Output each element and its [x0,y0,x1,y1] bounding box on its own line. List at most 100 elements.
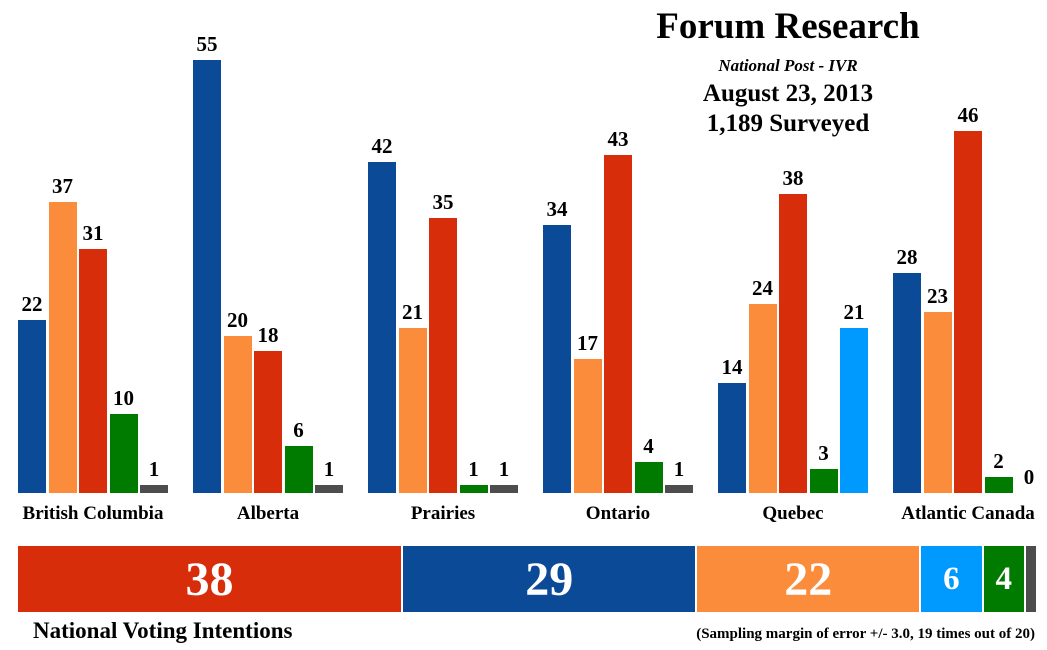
bar-green-british-columbia: 10 [109,386,138,493]
bar-ndp-quebec: 24 [748,276,777,493]
bar-rect-other [665,485,693,493]
bar-bloc-quebec: 21 [840,300,868,493]
bar-green-alberta: 6 [284,418,313,493]
bar-rect-liberal [954,131,982,493]
margin-of-error-note: (Sampling margin of error +/- 3.0, 19 ti… [696,626,1035,642]
bar-rect-green [109,414,138,493]
national-segment-liberal: 38 [18,546,402,612]
bar-liberal-prairies: 35 [429,190,457,493]
bar-value-label: 18 [257,323,279,347]
national-segment-value: 4 [995,560,1013,597]
bar-rect-liberal [779,194,807,493]
bar-liberal-british-columbia: 31 [79,221,107,493]
bar-value-label: 2 [993,449,1004,473]
national-segment-conservative: 29 [403,546,696,612]
region-label-ontario: Ontario [585,503,651,524]
bar-value-label: 3 [818,441,829,465]
national-segment-value: 29 [525,552,574,606]
bar-value-label: 55 [196,32,218,56]
bar-ndp-alberta: 20 [223,308,252,493]
bar-value-label: 20 [227,308,248,332]
bar-rect-other [490,485,518,493]
bar-green-prairies: 1 [459,457,488,493]
region-group-atlantic-canada: 28 23 46 2 0 Atlantic Canada [893,60,1043,525]
bar-value-label: 0 [1023,465,1035,489]
bar-rect-ndp [223,336,252,493]
bar-value-label: 1 [498,457,510,481]
bar-rect-ndp [573,359,602,493]
bar-rect-other [140,485,168,493]
bar-value-label: 42 [371,134,393,158]
bar-value-label: 31 [82,221,104,245]
bar-value-label: 22 [21,292,43,316]
region-label-atlantic-canada: Atlantic Canada [901,503,1035,524]
bar-value-label: 4 [643,434,654,458]
page-title: Forum Research [656,6,920,47]
bar-value-label: 1 [323,457,335,481]
bar-rect-ndp [48,202,77,493]
region-group-ontario: 34 17 43 4 1 Ontario [543,60,693,525]
bar-rect-green [634,462,663,493]
pollster-subtitle: National Post - IVR [718,55,858,75]
bar-rect-green [459,485,488,493]
bar-value-label: 1 [468,457,479,481]
bar-rect-ndp [398,328,427,493]
bar-rect-green [809,469,838,493]
region-label-british-columbia: British Columbia [22,503,164,524]
bar-value-label: 37 [52,174,73,198]
bar-value-label: 28 [896,245,918,269]
bar-rect-liberal [604,155,632,493]
bar-rect-conservative [893,273,921,493]
bar-rect-conservative [18,320,46,493]
region-group-quebec: 14 24 38 3 21 Quebec [718,60,868,525]
bar-liberal-alberta: 18 [254,323,282,493]
national-segment-other [1025,546,1036,612]
bar-value-label: 21 [402,300,423,324]
bar-rect-other [315,485,343,493]
bar-liberal-atlantic-canada: 46 [954,103,982,493]
sample-size: 1,189 Surveyed [706,109,870,137]
bars-alberta: 55 20 18 6 1 [193,32,343,493]
bar-green-quebec: 3 [809,441,838,493]
bar-rect-conservative [368,162,396,493]
national-segment-value: 38 [185,552,234,606]
bar-value-label: 17 [577,331,598,355]
regional-bar-chart: 22 37 31 10 1 British Columbia 55 20 18 6 1 Alberta… [18,32,1043,525]
region-group-british-columbia: 22 37 31 10 1 British Columbia [18,60,168,525]
bar-other-ontario: 1 [665,457,693,493]
bar-rect-conservative [193,60,221,493]
bar-rect-liberal [429,218,457,493]
national-segment-ndp: 22 [697,546,920,612]
bar-conservative-ontario: 34 [543,197,571,493]
bar-value-label: 21 [843,300,865,324]
bar-other-british-columbia: 1 [140,457,168,493]
region-label-quebec: Quebec [762,503,824,524]
national-segment-bloc: 6 [921,546,982,612]
region-group-prairies: 42 21 35 1 1 Prairies [368,60,518,525]
bar-green-atlantic-canada: 2 [984,449,1013,493]
region-label-alberta: Alberta [236,503,300,524]
bars-quebec: 14 24 38 3 21 [718,60,868,493]
bars-prairies: 42 21 35 1 1 [368,60,518,493]
bar-value-label: 10 [113,386,134,410]
national-voting-intentions-label: National Voting Intentions [33,618,293,643]
bar-value-label: 24 [752,276,773,300]
bar-value-label: 34 [546,197,568,221]
bar-ndp-ontario: 17 [573,331,602,493]
bar-conservative-alberta: 55 [193,32,221,493]
national-segment-green: 4 [983,546,1024,612]
bar-value-label: 6 [293,418,304,442]
bar-other-alberta: 1 [315,457,343,493]
bar-value-label: 14 [721,355,743,379]
bar-value-label: 1 [148,457,160,481]
region-group-alberta: 55 20 18 6 1 Alberta [193,32,343,525]
bar-liberal-ontario: 43 [604,127,632,493]
bar-rect-liberal [79,249,107,493]
bar-rect-ndp [748,304,777,493]
bar-value-label: 23 [927,284,948,308]
bar-ndp-atlantic-canada: 23 [923,284,952,493]
bar-conservative-british-columbia: 22 [18,292,46,493]
chart-header: Forum Research National Post - IVR Augus… [628,6,948,138]
bars-atlantic-canada: 28 23 46 2 0 [893,60,1043,493]
bar-ndp-british-columbia: 37 [48,174,77,493]
